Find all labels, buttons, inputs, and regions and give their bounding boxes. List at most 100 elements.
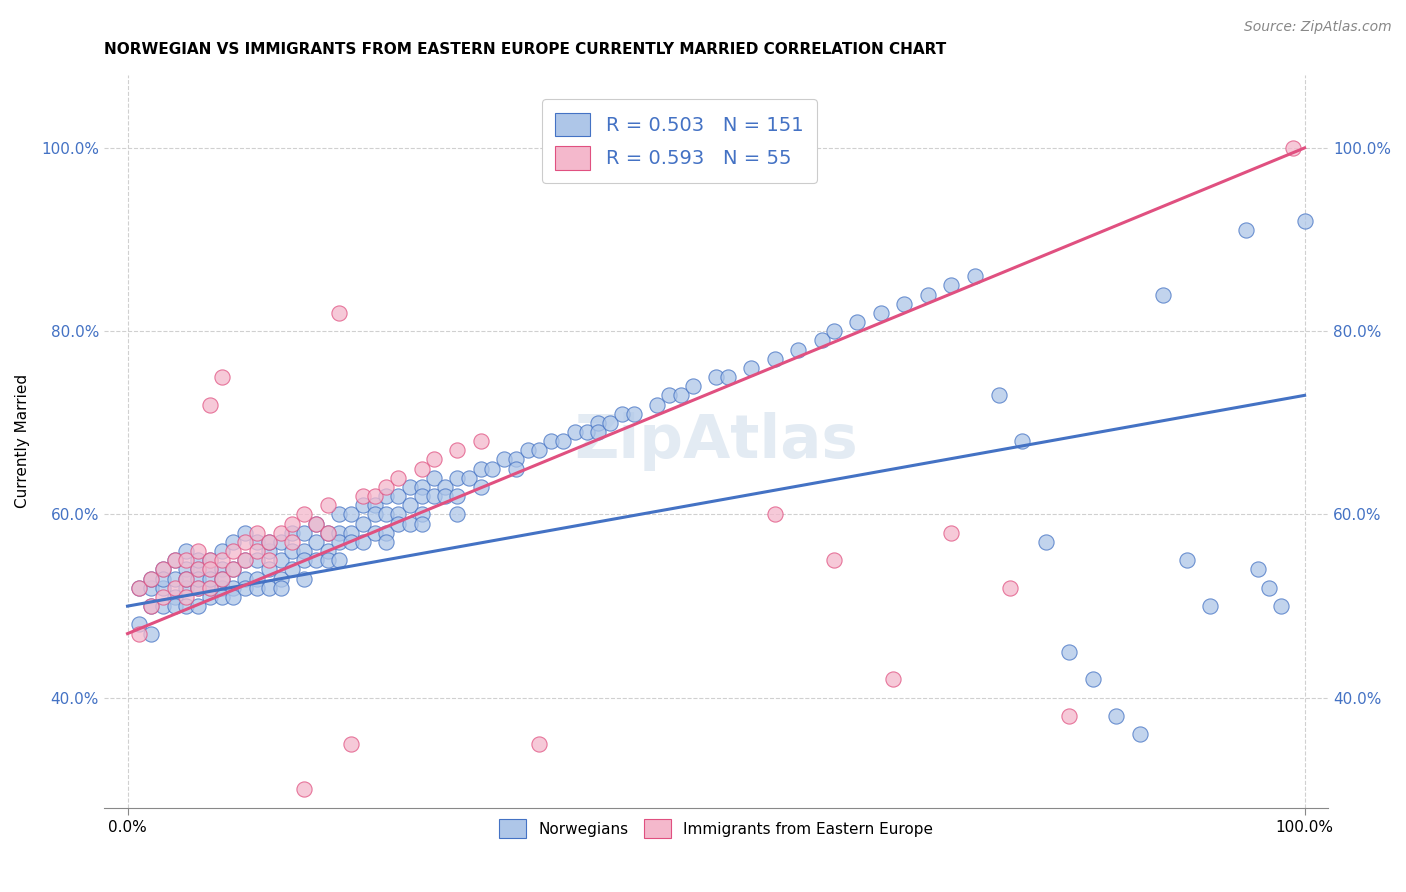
Text: NORWEGIAN VS IMMIGRANTS FROM EASTERN EUROPE CURRENTLY MARRIED CORRELATION CHART: NORWEGIAN VS IMMIGRANTS FROM EASTERN EUR… (104, 42, 946, 57)
Point (139, 599, 162, 614)
Point (352, 516, 374, 531)
Point (187, 544, 209, 558)
Point (270, 581, 292, 595)
Point (163, 553, 186, 567)
Point (399, 499, 422, 513)
Point (669, 388, 692, 402)
Point (387, 508, 409, 522)
Point (787, 343, 810, 357)
Point (292, 544, 315, 558)
Point (704, 370, 727, 384)
Point (222, 535, 245, 549)
Point (963, 269, 986, 284)
Point (139, 572, 162, 586)
Point (1057, 645, 1080, 659)
Point (328, 553, 350, 567)
Point (387, 471, 409, 485)
Point (163, 581, 186, 595)
Point (246, 525, 269, 540)
Point (233, 553, 256, 567)
Point (233, 535, 256, 549)
Point (233, 525, 256, 540)
Point (305, 516, 328, 531)
Point (352, 499, 374, 513)
Point (411, 480, 433, 494)
Point (740, 360, 762, 375)
Point (233, 553, 256, 567)
Point (682, 379, 704, 393)
Point (292, 508, 315, 522)
Point (292, 525, 315, 540)
Point (152, 590, 174, 604)
Point (152, 581, 174, 595)
Point (941, 278, 963, 293)
Point (139, 599, 162, 614)
Point (411, 461, 433, 475)
Point (1011, 434, 1033, 449)
Point (364, 525, 387, 540)
Point (328, 508, 350, 522)
Point (128, 617, 150, 632)
Point (198, 572, 221, 586)
Point (457, 471, 479, 485)
Point (1035, 535, 1057, 549)
Point (187, 562, 209, 576)
Point (128, 581, 150, 595)
Point (246, 572, 269, 586)
Point (893, 296, 915, 310)
Point (128, 581, 150, 595)
Point (163, 553, 186, 567)
Point (198, 562, 221, 576)
Point (869, 306, 891, 320)
Point (352, 535, 374, 549)
Point (305, 553, 328, 567)
Point (481, 461, 503, 475)
Point (246, 544, 269, 558)
Point (198, 553, 221, 567)
Point (375, 525, 398, 540)
Point (270, 525, 292, 540)
Point (128, 626, 150, 640)
Point (292, 782, 315, 797)
Point (305, 516, 328, 531)
Point (917, 287, 939, 301)
Point (222, 581, 245, 595)
Point (1234, 223, 1257, 237)
Point (152, 562, 174, 576)
Point (198, 590, 221, 604)
Point (328, 306, 350, 320)
Point (375, 489, 398, 503)
Point (281, 525, 304, 540)
Point (211, 370, 233, 384)
Point (328, 525, 350, 540)
Point (422, 471, 444, 485)
Point (505, 452, 527, 467)
Point (198, 553, 221, 567)
Point (211, 581, 233, 595)
Point (811, 334, 834, 348)
Point (316, 499, 339, 513)
Point (187, 572, 209, 586)
Point (163, 590, 186, 604)
Point (941, 525, 963, 540)
Point (222, 544, 245, 558)
Point (763, 508, 786, 522)
Point (411, 508, 433, 522)
Point (1282, 141, 1305, 155)
Point (375, 480, 398, 494)
Point (446, 471, 468, 485)
Legend: Norwegians, Immigrants from Eastern Europe: Norwegians, Immigrants from Eastern Euro… (492, 814, 939, 844)
Point (434, 489, 457, 503)
Point (187, 553, 209, 567)
Point (1105, 709, 1128, 723)
Point (623, 407, 645, 421)
Point (470, 434, 492, 449)
Point (340, 737, 363, 751)
Point (882, 673, 904, 687)
Point (305, 535, 328, 549)
Text: ZipAtlas: ZipAtlas (574, 412, 858, 471)
Point (823, 553, 845, 567)
Point (422, 452, 444, 467)
Point (176, 544, 198, 558)
Point (139, 572, 162, 586)
